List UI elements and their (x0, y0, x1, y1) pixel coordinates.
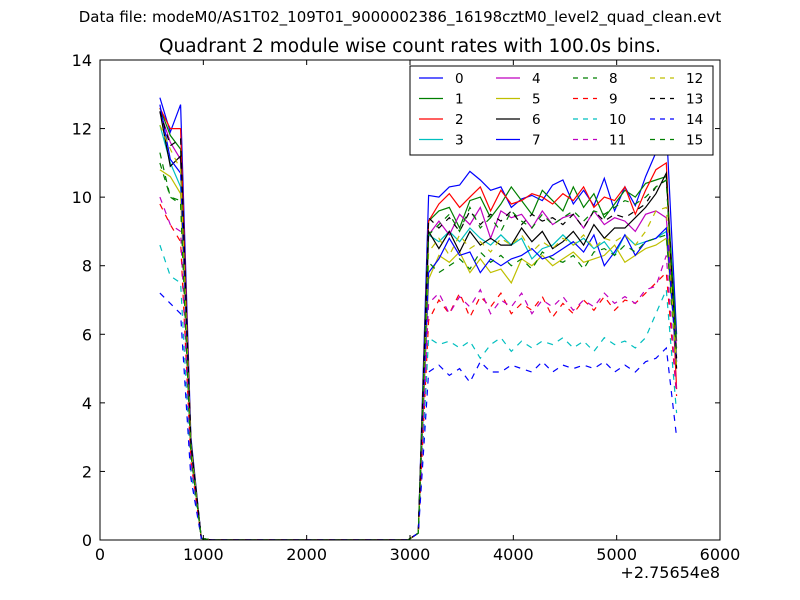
series-line-10 (159, 244, 678, 540)
series-line-5 (159, 169, 678, 540)
legend-label-1: 1 (455, 92, 464, 108)
legend-label-13: 13 (686, 92, 703, 108)
series-line-7 (159, 104, 678, 540)
x-tick-label: 1000 (183, 545, 224, 564)
legend-label-12: 12 (686, 71, 703, 87)
x-offset-label: +2.75654e8 (620, 563, 720, 582)
x-tick-label: 4000 (493, 545, 534, 564)
legend-label-5: 5 (532, 92, 541, 108)
legend-label-3: 3 (455, 133, 464, 149)
y-tick-label: 2 (82, 462, 92, 481)
legend-label-15: 15 (686, 133, 703, 149)
series-line-14 (159, 292, 678, 540)
x-tick-label: 6000 (700, 545, 741, 564)
x-tick-label: 3000 (390, 545, 431, 564)
suptitle: Data file: modeM0/AS1T02_109T01_90000023… (78, 8, 722, 26)
series-line-13 (159, 111, 678, 540)
x-tick-label: 2000 (286, 545, 327, 564)
series-line-4 (159, 111, 678, 540)
x-tick-label: 0 (95, 545, 105, 564)
legend-label-11: 11 (609, 133, 626, 149)
legend-label-0: 0 (455, 71, 464, 87)
legend-label-8: 8 (609, 71, 618, 87)
series-line-2 (159, 107, 678, 540)
legend-label-10: 10 (609, 112, 626, 128)
y-tick-label: 10 (72, 188, 92, 207)
series-line-15 (159, 162, 678, 540)
legend-label-7: 7 (532, 133, 541, 149)
legend-label-4: 4 (532, 71, 541, 87)
y-tick-label: 12 (72, 120, 92, 139)
legend-box (409, 65, 714, 156)
series-line-12 (159, 124, 678, 540)
series-line-6 (159, 111, 678, 540)
series-line-8 (159, 152, 678, 540)
series-line-3 (159, 124, 678, 540)
legend-label-2: 2 (455, 112, 464, 128)
series-line-1 (159, 107, 678, 540)
series-line-0 (159, 97, 678, 540)
chart-title: Quadrant 2 module wise count rates with … (158, 36, 662, 57)
y-tick-label: 0 (82, 531, 92, 550)
legend-label-6: 6 (532, 112, 541, 128)
y-tick-label: 14 (72, 51, 92, 70)
x-tick-label: 5000 (596, 545, 637, 564)
y-tick-label: 8 (82, 257, 92, 276)
series-line-9 (159, 203, 678, 540)
y-tick-label: 4 (82, 394, 92, 413)
series-group (159, 97, 678, 540)
y-tick-label: 6 (82, 325, 92, 344)
legend-label-14: 14 (686, 112, 703, 128)
legend-label-9: 9 (609, 92, 618, 108)
